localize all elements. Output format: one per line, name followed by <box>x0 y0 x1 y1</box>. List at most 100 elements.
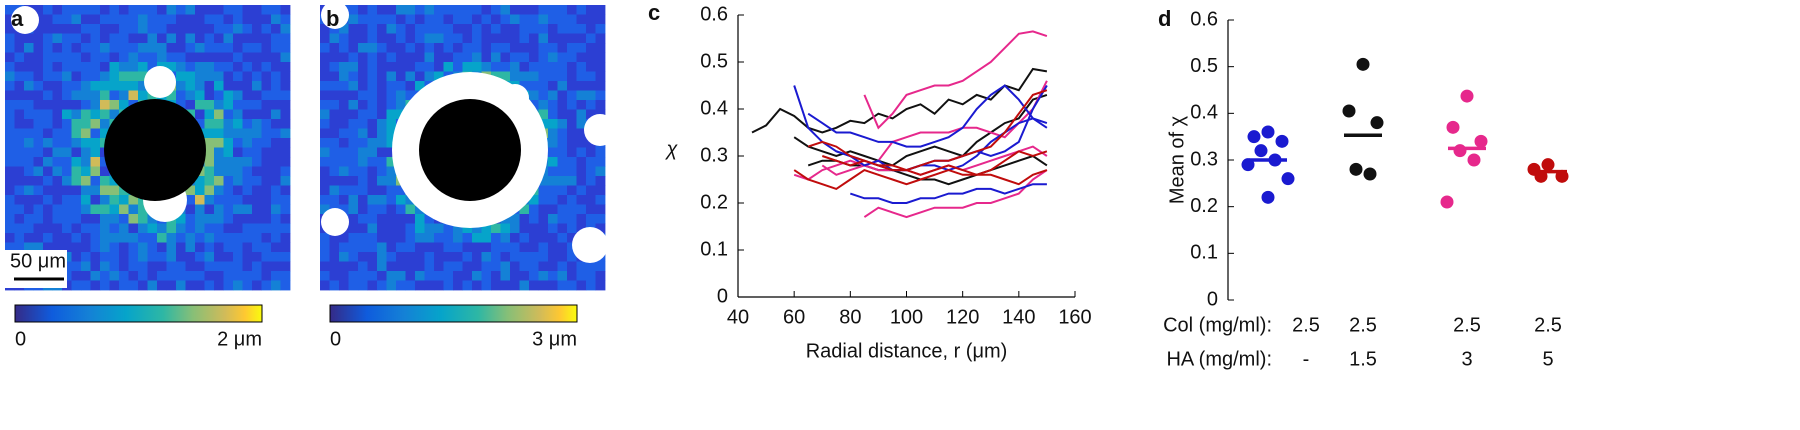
pixel <box>519 62 530 72</box>
pixel <box>128 14 139 25</box>
pixel <box>320 252 330 262</box>
pixel <box>280 14 291 25</box>
pixel <box>119 5 129 15</box>
pixel <box>233 71 243 82</box>
x-tick-label: 140 <box>1002 306 1035 328</box>
pixel <box>396 242 406 253</box>
pixel <box>204 166 215 177</box>
pixel <box>453 5 463 15</box>
pixel <box>396 223 406 234</box>
pixel <box>538 5 549 15</box>
data-point <box>1370 116 1384 130</box>
pixel <box>147 5 158 15</box>
pixel <box>33 24 44 34</box>
pixel <box>252 90 262 101</box>
pixel <box>43 147 53 158</box>
pixel <box>415 261 425 272</box>
pixel <box>128 62 139 72</box>
pixel <box>242 90 253 101</box>
pixel <box>280 166 291 177</box>
pixel <box>538 24 549 34</box>
pixel <box>119 214 129 224</box>
pixel <box>223 252 234 262</box>
pixel <box>166 24 177 34</box>
pixel <box>280 71 291 82</box>
pixel <box>33 233 44 243</box>
pixel <box>138 261 148 272</box>
pixel <box>5 185 15 196</box>
pixel <box>252 214 262 224</box>
pixel <box>367 14 378 25</box>
pixel <box>100 242 110 253</box>
y-tick-label: 0.4 <box>700 97 728 119</box>
pixel <box>214 109 224 120</box>
pixel <box>481 223 492 234</box>
pixel <box>62 81 72 91</box>
pixel <box>90 14 101 25</box>
pixel <box>119 100 129 110</box>
pixel <box>33 157 44 167</box>
pixel <box>233 271 243 281</box>
data-point <box>1261 125 1275 139</box>
scale-bar-label: 50 μm <box>10 250 66 272</box>
pixel <box>14 100 25 110</box>
pixel <box>242 166 253 177</box>
pixel <box>329 81 340 91</box>
pixel <box>204 233 215 243</box>
pixel <box>71 242 82 253</box>
row-label: Col (mg/ml): <box>1163 314 1272 336</box>
pixel <box>548 195 558 205</box>
pixel <box>33 119 44 129</box>
pixel <box>90 147 101 158</box>
pixel <box>557 81 568 91</box>
pixel <box>242 33 253 44</box>
pixel <box>195 223 205 234</box>
pixel <box>261 81 272 91</box>
pixel <box>548 5 558 15</box>
pixel <box>24 62 34 72</box>
pixel <box>166 62 177 72</box>
pixel <box>5 223 15 234</box>
pixel <box>233 157 243 167</box>
pixel <box>358 100 368 110</box>
pixel <box>320 195 330 205</box>
pixel <box>138 195 148 205</box>
row-value: 5 <box>1542 348 1553 370</box>
pixel <box>176 280 186 291</box>
pixel <box>453 233 463 243</box>
pixel <box>510 242 520 253</box>
pixel <box>339 128 349 139</box>
pixel <box>280 176 291 186</box>
pixel <box>510 33 520 44</box>
series-line <box>751 67 1048 134</box>
pixel <box>5 195 15 205</box>
pixel <box>529 252 539 262</box>
pixel <box>62 233 72 243</box>
pixel <box>557 119 568 129</box>
pixel <box>538 90 549 101</box>
pixel <box>586 214 596 224</box>
pixel <box>14 166 25 177</box>
pixel <box>261 176 272 186</box>
pixel <box>14 52 25 63</box>
pixel <box>481 43 492 53</box>
pixel <box>424 33 435 44</box>
pixel <box>81 62 91 72</box>
pixel <box>576 280 587 291</box>
pixel <box>261 280 272 291</box>
pixel <box>14 214 25 224</box>
pixel <box>33 204 44 215</box>
pixel <box>138 271 148 281</box>
pixel <box>138 233 148 243</box>
pixel <box>166 280 177 291</box>
pixel <box>81 90 91 101</box>
pixel <box>557 280 568 291</box>
pixel <box>576 5 587 15</box>
pixel <box>33 185 44 196</box>
pixel <box>510 271 520 281</box>
pixel <box>280 81 291 91</box>
pixel <box>358 185 368 196</box>
pixel <box>386 128 397 139</box>
pixel <box>339 43 349 53</box>
pixel <box>557 204 568 215</box>
